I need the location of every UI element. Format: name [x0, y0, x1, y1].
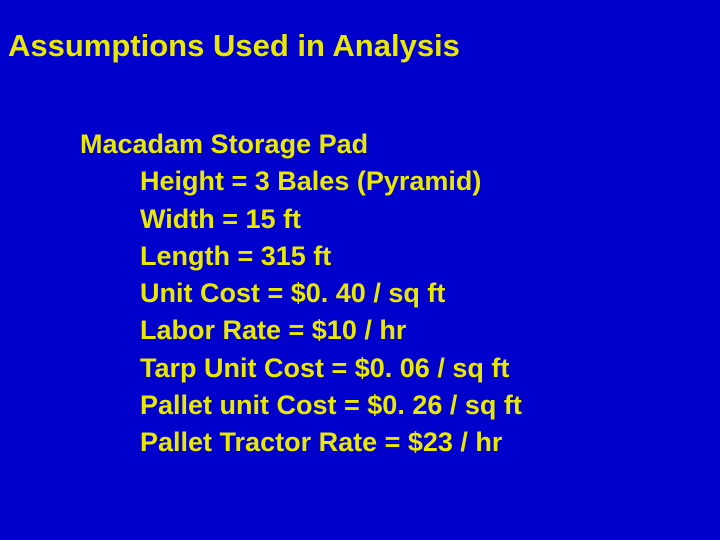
section-header: Macadam Storage Pad — [80, 126, 522, 163]
list-item: Length = 315 ft — [80, 238, 522, 275]
slide-content: Macadam Storage Pad Height = 3 Bales (Py… — [80, 126, 522, 461]
slide-title: Assumptions Used in Analysis — [8, 28, 460, 64]
list-item: Pallet Tractor Rate = $23 / hr — [80, 424, 522, 461]
list-item: Width = 15 ft — [80, 201, 522, 238]
list-item: Pallet unit Cost = $0. 26 / sq ft — [80, 387, 522, 424]
list-item: Tarp Unit Cost = $0. 06 / sq ft — [80, 350, 522, 387]
list-item: Unit Cost = $0. 40 / sq ft — [80, 275, 522, 312]
slide: Assumptions Used in Analysis Macadam Sto… — [0, 0, 720, 540]
list-item: Height = 3 Bales (Pyramid) — [80, 163, 522, 200]
list-item: Labor Rate = $10 / hr — [80, 312, 522, 349]
